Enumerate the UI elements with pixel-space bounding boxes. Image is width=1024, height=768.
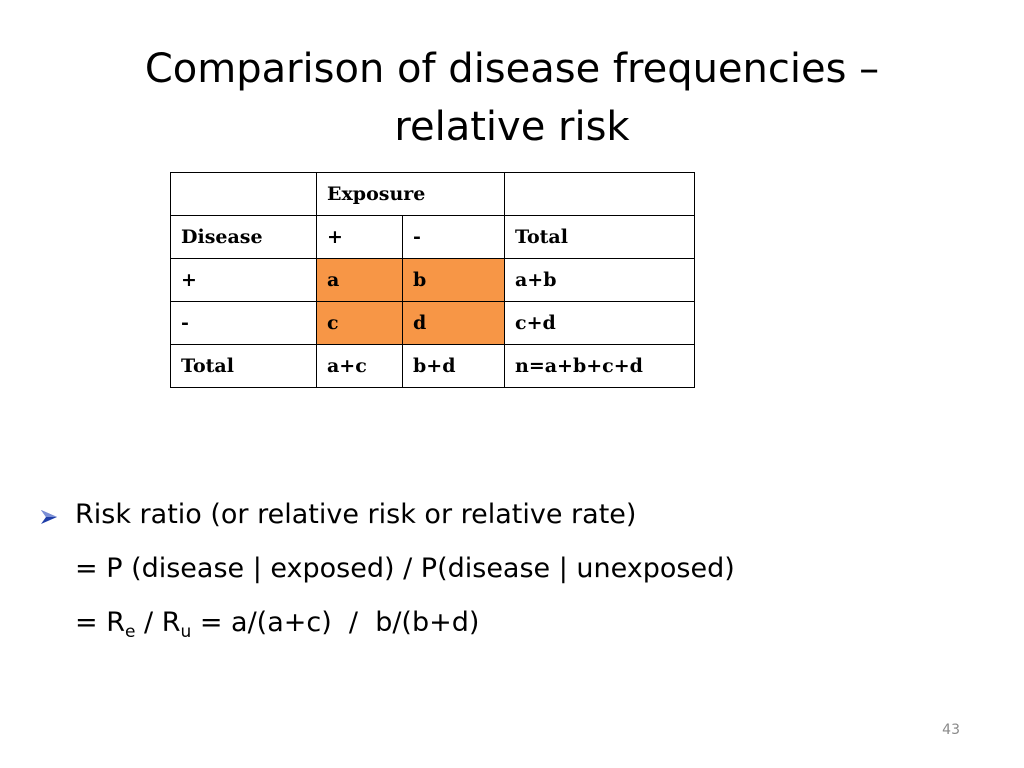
arrow-bullet-icon [40,488,58,542]
formula-mid: / R [135,607,181,638]
table-cell-d: d [402,301,505,345]
table-row: Exposure [170,172,695,216]
table-cell-b: b [402,258,505,302]
formula-line: = P (disease | exposed) / P(disease | un… [75,553,735,584]
table-header-unexposed: - [402,215,505,259]
table-row: Disease + - Total [170,215,695,259]
table-cell-c: c [316,301,403,345]
bullet-item: Risk ratio (or relative risk or relative… [40,488,735,542]
table-row-label: Total [170,344,317,388]
table-row-label: + [170,258,317,302]
table-cell: c+d [504,301,695,345]
table-row: - c d c+d [170,301,695,345]
bullet-list: Risk ratio (or relative risk or relative… [40,488,735,650]
table-row-label: - [170,301,317,345]
subscript-u: u [180,622,192,642]
bullet-continuation: = Re / Ru = a/(a+c) / b/(b+d) [40,596,735,650]
table-header-disease: Disease [170,215,317,259]
subscript-e: e [124,622,136,642]
table-cell: b+d [402,344,505,388]
formula-suffix: = a/(a+c) / b/(b+d) [191,607,480,638]
bullet-text: Risk ratio (or relative risk or relative… [75,499,637,530]
table-header-exposed: + [316,215,403,259]
table-header-total: Total [504,215,695,259]
table-cell: n=a+b+c+d [504,344,695,388]
table-cell-a: a [316,258,403,302]
formula-prefix: = R [75,607,125,638]
slide-number: 43 [942,722,960,738]
bullet-continuation: = P (disease | exposed) / P(disease | un… [40,542,735,596]
table-cell [504,172,695,216]
slide-title-line-1: Comparison of disease frequencies – [144,46,880,92]
table-header-exposure: Exposure [316,172,505,216]
table-row: Total a+c b+d n=a+b+c+d [170,344,695,388]
slide-title-line-2: relative risk [394,104,630,150]
contingency-table: Exposure Disease + - Total + a b a+b - c… [170,172,695,388]
table-row: + a b a+b [170,258,695,302]
slide-title: Comparison of disease frequencies – rela… [0,40,1024,156]
table-cell: a+b [504,258,695,302]
table-cell: a+c [316,344,403,388]
table-cell [170,172,317,216]
